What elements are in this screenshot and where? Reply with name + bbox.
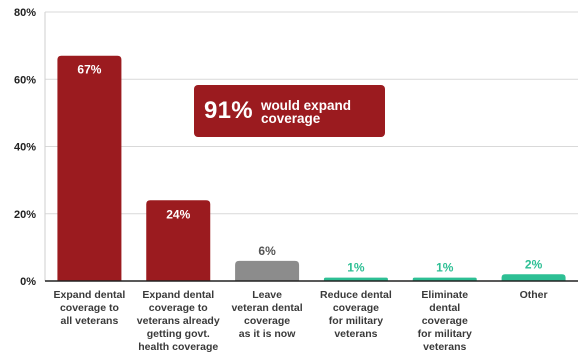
bar-value-label: 2% [525, 257, 543, 271]
x-tick-label: for military [329, 315, 383, 327]
bar-value-label: 24% [166, 207, 190, 221]
bar-series: 67% 24% 6% 1% 1% 2% [57, 55, 566, 282]
callout-text-line: coverage [260, 111, 321, 126]
x-tick-label: getting govt. [147, 328, 210, 340]
x-tick-label: veteran dental [231, 302, 302, 314]
x-tick-label: coverage [244, 315, 290, 327]
callout-text: would expand coverage [260, 98, 351, 126]
y-tick-label: 80% [14, 7, 36, 19]
x-tick-label: coverage [333, 302, 379, 314]
x-tick-label: Leave [252, 289, 282, 301]
bar-value-label: 1% [347, 261, 365, 275]
bar-value-label: 67% [77, 63, 101, 77]
x-tick-label: for military [418, 328, 472, 340]
y-tick-label: 60% [14, 74, 36, 86]
x-tick-label: as it is now [239, 328, 296, 340]
x-tick-label: veterans already [137, 315, 220, 327]
x-tick-label: Eliminate [421, 289, 468, 301]
bar [501, 274, 566, 281]
callout-value: 91% [204, 97, 253, 124]
summary-callout: 91% would expand coverage [194, 85, 385, 137]
y-axis: 0% 20% 40% 60% 80% [14, 7, 46, 288]
x-tick-label: coverage to [60, 302, 119, 314]
bar [412, 277, 477, 281]
callout-text-line: would expand [260, 98, 351, 113]
bar [57, 55, 122, 282]
x-tick-label: coverage [422, 315, 468, 327]
y-tick-label: 0% [20, 276, 36, 288]
x-tick-label: all veterans [61, 315, 119, 327]
bar-value-label: 6% [258, 244, 276, 258]
y-tick-label: 20% [14, 209, 36, 221]
x-tick-label: health coverage [138, 341, 218, 353]
x-tick-label: veterans [334, 328, 377, 340]
x-tick-label: Expand dental [142, 289, 214, 301]
bar [235, 260, 300, 281]
x-tick-label: Expand dental [54, 289, 126, 301]
x-tick-label: Reduce dental [320, 289, 392, 301]
x-tick-label: dental [429, 302, 460, 314]
x-tick-label: Other [520, 289, 548, 301]
x-tick-label: veterans [423, 341, 466, 353]
y-tick-label: 40% [14, 142, 36, 154]
x-tick-label: coverage to [149, 302, 208, 314]
bar [146, 200, 211, 281]
bar [323, 277, 388, 281]
grid-lines [45, 11, 578, 215]
bar-value-label: 1% [436, 261, 454, 275]
